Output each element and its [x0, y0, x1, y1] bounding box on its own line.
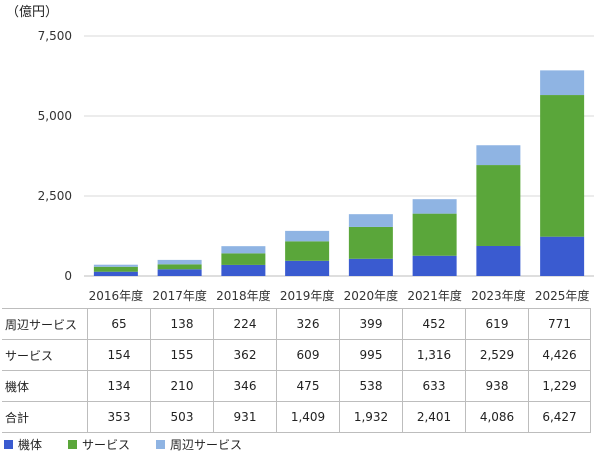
- bars: [93, 70, 585, 276]
- table-cell: 938: [465, 370, 529, 402]
- x-axis-ticks: 2016年度 2017年度 2018年度 2019年度 2020年度 2021年度 2023…: [89, 288, 590, 303]
- table-cell: 154: [87, 339, 151, 371]
- table-cell: 633: [402, 370, 466, 402]
- y-tick-label: 5,000: [38, 109, 72, 123]
- stacked-bar-chart: 0 2,500 5,000 7,500 2016年度 2017年度 2018年度 2019年…: [38, 29, 594, 303]
- table-cell: 65: [87, 308, 151, 340]
- bar-segment: [157, 269, 202, 276]
- y-axis-unit: （億円）: [6, 5, 59, 20]
- table-cell: 1,409: [276, 401, 340, 433]
- legend-item-airframe: 機体: [4, 436, 42, 453]
- table-cell: 503: [150, 401, 214, 433]
- y-axis-ticks: 0 2,500 5,000 7,500: [38, 29, 72, 283]
- table-cell: 155: [150, 339, 214, 371]
- table-cell: 995: [339, 339, 403, 371]
- table-cell: 475: [276, 370, 340, 402]
- table-cell: 2,529: [465, 339, 529, 371]
- bar-segment: [540, 236, 585, 276]
- x-tick-label: 2019年度: [280, 288, 335, 303]
- table-cell: 399: [339, 308, 403, 340]
- bar-segment: [157, 259, 202, 265]
- bar-segment: [285, 241, 330, 261]
- legend-swatch: [68, 440, 78, 449]
- table-cell: 353: [87, 401, 151, 433]
- table-cell: 346: [213, 370, 277, 402]
- table-cell: 362: [213, 339, 277, 371]
- table-cell: 134: [87, 370, 151, 402]
- bar-segment: [540, 95, 585, 237]
- legend-item-peripheral-service: 周辺サービス: [156, 436, 242, 453]
- row-label: 周辺サービス: [2, 308, 88, 340]
- data-table: 周辺サービス 65 138 224 326 399 452 619 771 サー…: [2, 308, 591, 433]
- x-tick-label: 2023年度: [471, 288, 526, 303]
- y-tick-label: 7,500: [38, 29, 72, 43]
- y-tick-label: 2,500: [38, 189, 72, 203]
- row-label: 機体: [2, 370, 88, 402]
- x-tick-label: 2018年度: [216, 288, 271, 303]
- table-cell: 1,229: [528, 370, 591, 402]
- bar-segment: [412, 199, 457, 214]
- bar-segment: [221, 264, 266, 276]
- table-cell: 2,401: [402, 401, 466, 433]
- table-cell: 6,427: [528, 401, 591, 433]
- bar-segment: [157, 264, 202, 270]
- table-cell: 224: [213, 308, 277, 340]
- table-cell: 138: [150, 308, 214, 340]
- row-label: 合計: [2, 401, 88, 433]
- bar-segment: [348, 214, 393, 227]
- y-tick-label: 0: [64, 269, 72, 283]
- bar-segment: [93, 271, 138, 276]
- legend: 機体 サービス 周辺サービス: [4, 436, 242, 453]
- x-tick-label: 2020年度: [344, 288, 399, 303]
- table-cell: 4,426: [528, 339, 591, 371]
- table-row: サービス 154 155 362 609 995 1,316 2,529 4,4…: [2, 339, 591, 371]
- table-cell: 326: [276, 308, 340, 340]
- bar-segment: [476, 245, 521, 276]
- x-tick-label: 2016年度: [89, 288, 144, 303]
- legend-label: サービス: [82, 438, 131, 452]
- table-cell: 1,316: [402, 339, 466, 371]
- table-cell: 609: [276, 339, 340, 371]
- bar-segment: [476, 145, 521, 166]
- bar-segment: [221, 253, 266, 265]
- legend-label: 機体: [18, 438, 43, 452]
- row-label: サービス: [2, 339, 88, 371]
- bar-segment: [285, 230, 330, 242]
- x-tick-label: 2021年度: [407, 288, 462, 303]
- bar-segment: [221, 246, 266, 254]
- table-cell: 1,932: [339, 401, 403, 433]
- bar-segment: [540, 70, 585, 96]
- table-cell: 538: [339, 370, 403, 402]
- bar-segment: [348, 226, 393, 259]
- bar-segment: [476, 165, 521, 246]
- legend-swatch: [156, 440, 166, 449]
- table-row: 合計 353 503 931 1,409 1,932 2,401 4,086 6…: [2, 401, 591, 433]
- table-cell: 619: [465, 308, 529, 340]
- table-cell: 452: [402, 308, 466, 340]
- table-row: 周辺サービス 65 138 224 326 399 452 619 771: [2, 308, 591, 340]
- table-cell: 4,086: [465, 401, 529, 433]
- legend-label: 周辺サービス: [170, 438, 243, 452]
- bar-segment: [93, 264, 138, 267]
- bar-segment: [412, 255, 457, 276]
- table-cell: 931: [213, 401, 277, 433]
- table-cell: 210: [150, 370, 214, 402]
- x-tick-label: 2017年度: [152, 288, 207, 303]
- table-cell: 771: [528, 308, 591, 340]
- x-tick-label: 2025年度: [535, 288, 590, 303]
- table-row: 機体 134 210 346 475 538 633 938 1,229: [2, 370, 591, 402]
- bar-segment: [93, 266, 138, 272]
- legend-swatch: [4, 440, 13, 449]
- legend-item-service: サービス: [68, 436, 130, 453]
- bar-segment: [348, 258, 393, 276]
- bar-segment: [285, 260, 330, 276]
- bar-segment: [412, 213, 457, 256]
